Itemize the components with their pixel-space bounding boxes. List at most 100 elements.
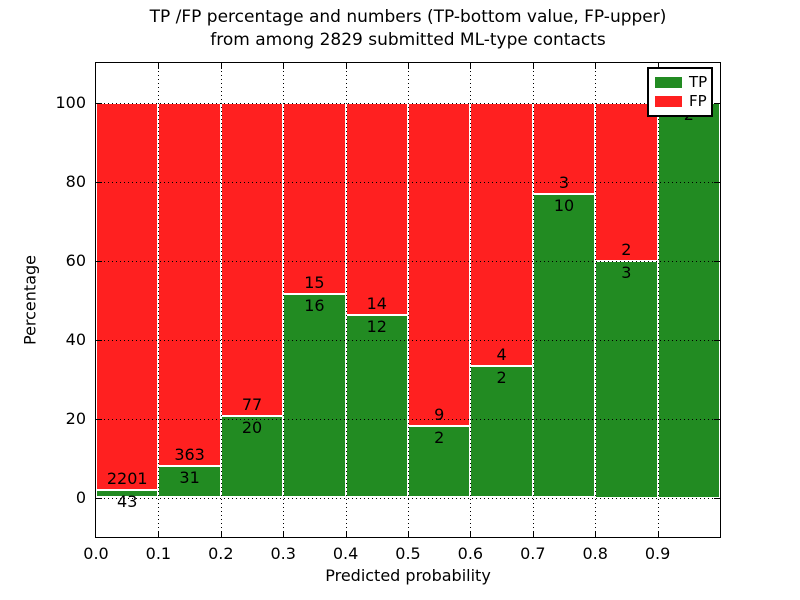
y-tick-label: 80: [65, 171, 86, 191]
tp-bar-segment: [408, 425, 471, 498]
gridline-vertical: [595, 63, 597, 537]
x-tick-label: 0.2: [208, 544, 234, 563]
x-tick-label: 0.9: [644, 544, 671, 563]
legend: TP FP: [647, 67, 713, 117]
x-tick-label: 0.4: [332, 544, 359, 563]
tp-bar-segment: [96, 489, 159, 498]
axis-tick: [283, 63, 285, 69]
tp-count-label: 20: [241, 418, 263, 438]
axis-tick: [470, 531, 472, 537]
tp-bar-segment: [158, 466, 221, 498]
axis-tick: [714, 260, 720, 262]
fp-count-label: 77: [241, 395, 263, 415]
fp-bar-segment: [345, 102, 408, 316]
axis-tick: [714, 418, 720, 420]
chart-title-line1: TP /FP percentage and numbers (TP-bottom…: [149, 7, 667, 27]
x-tick-label: 0.1: [145, 544, 172, 563]
tp-bar-segment: [657, 102, 720, 498]
fp-count-label: 3: [558, 172, 570, 192]
axis-tick: [345, 531, 347, 537]
fp-count-label: 2201: [106, 468, 148, 488]
legend-swatch-tp-icon: [655, 77, 682, 88]
axis-tick: [714, 497, 720, 499]
tp-count-label: 2: [434, 427, 445, 447]
tp-bar-segment: [283, 293, 346, 498]
legend-item: FP: [655, 92, 711, 110]
fp-count-label: 9: [434, 404, 445, 424]
axis-tick: [470, 63, 472, 69]
gridline-vertical: [158, 63, 160, 537]
fp-bar-segment: [96, 102, 159, 490]
axis-tick: [96, 102, 102, 104]
x-axis-label: Predicted probability: [325, 566, 491, 585]
legend-label: FP: [689, 92, 707, 110]
axis-tick: [595, 63, 597, 69]
x-tick-label: 0.7: [520, 544, 546, 563]
axis-tick: [96, 418, 102, 420]
tp-count-label: 31: [179, 468, 200, 488]
gridline-vertical: [345, 63, 347, 537]
gridline-vertical: [470, 63, 472, 537]
gridline-vertical: [532, 63, 534, 537]
axis-tick: [96, 260, 102, 262]
fp-bar-segment: [283, 102, 346, 294]
axis-tick: [158, 531, 160, 537]
tp-bar-segment: [345, 315, 408, 498]
tp-count-label: 3: [621, 262, 632, 282]
axis-tick: [408, 63, 409, 69]
tp-bar-segment: [470, 365, 533, 498]
x-tick-label: 0.0: [83, 544, 109, 563]
tp-count-label: 16: [304, 295, 325, 315]
fp-bar-segment: [470, 102, 533, 366]
y-tick-label: 0: [75, 487, 86, 507]
axis-tick: [595, 531, 597, 537]
y-tick-label: 20: [65, 408, 86, 428]
axis-tick: [345, 63, 347, 69]
y-tick-label: 100: [55, 92, 86, 112]
legend-swatch-fp-icon: [655, 96, 682, 107]
axis-tick: [96, 339, 102, 341]
axis-tick: [714, 339, 720, 341]
fp-bar-segment: [158, 102, 221, 467]
axis-tick: [532, 63, 534, 69]
fp-count-label: 363: [174, 445, 205, 465]
plot-area: 220143363317720151614129242310232TPFP: [95, 62, 721, 538]
tp-count-label: 10: [553, 195, 575, 215]
chart-title: TP /FP percentage and numbers (TP-bottom…: [96, 6, 720, 52]
x-tick-label: 0.6: [457, 544, 484, 563]
axis-tick: [283, 531, 285, 537]
axis-tick: [96, 181, 102, 183]
axis-tick: [158, 63, 160, 69]
axis-tick: [532, 531, 534, 537]
gridline-vertical: [220, 63, 222, 537]
gridline-vertical: [657, 63, 659, 537]
tp-bar-segment: [532, 193, 596, 498]
x-tick-label: 0.5: [395, 544, 421, 563]
gridline-vertical: [408, 63, 409, 537]
tp-count-label: 2: [496, 367, 507, 387]
tp-count-label: 43: [117, 491, 138, 511]
x-tick-label: 0.3: [270, 544, 296, 563]
chart-title-line2: from among 2829 submitted ML-type contac…: [210, 30, 606, 50]
x-tick-label: 0.8: [582, 544, 608, 563]
axis-tick: [714, 181, 720, 183]
tp-bar-segment: [595, 260, 658, 498]
axis-tick: [96, 497, 102, 499]
axis-tick: [408, 531, 409, 537]
fp-bar-segment: [408, 102, 471, 426]
axis-tick: [220, 531, 222, 537]
legend-item: TP: [655, 75, 711, 90]
axis-tick: [220, 63, 222, 69]
fp-bar-segment: [220, 102, 284, 417]
fp-count-label: 4: [496, 344, 507, 364]
axis-tick: [657, 531, 659, 537]
axis-tick: [657, 63, 659, 69]
gridline-vertical: [283, 63, 285, 537]
y-tick-label: 40: [65, 329, 86, 349]
fp-count-label: 14: [366, 294, 387, 314]
axis-tick: [714, 102, 720, 104]
tp-count-label: 12: [366, 317, 387, 337]
y-tick-label: 60: [65, 250, 86, 270]
fp-count-label: 2: [621, 239, 632, 259]
